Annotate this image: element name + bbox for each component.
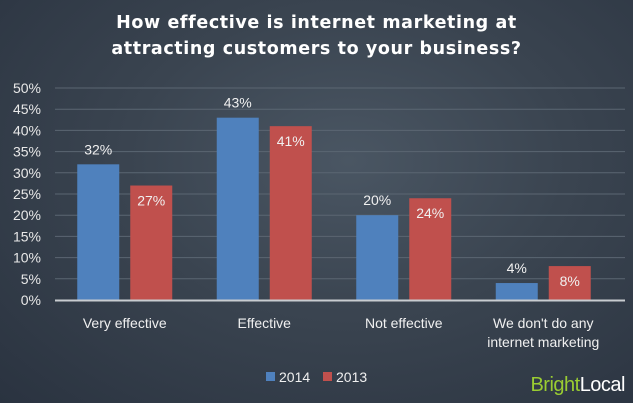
y-tick-label: 20%: [13, 207, 41, 223]
brightlocal-logo: BrightLocal: [530, 374, 625, 396]
legend-label: 2014: [279, 369, 310, 385]
y-tick-label: 50%: [13, 80, 41, 96]
y-tick-label: 25%: [13, 186, 41, 202]
y-tick-label: 35%: [13, 144, 41, 160]
y-tick-label: 45%: [13, 101, 41, 117]
data-label: 41%: [277, 133, 305, 149]
bar-2013: [409, 198, 452, 300]
y-tick-label: 10%: [13, 250, 41, 266]
legend-label: 2013: [336, 369, 367, 385]
legend-swatch-2014: [266, 372, 275, 381]
legend-swatch-2013: [323, 372, 332, 381]
category-label: internet marketing: [487, 334, 599, 350]
y-tick-label: 40%: [13, 122, 41, 138]
y-tick-label: 5%: [21, 271, 41, 287]
data-label: 20%: [363, 192, 391, 208]
bar-2014: [495, 283, 538, 300]
data-label: 4%: [507, 260, 527, 276]
data-label: 27%: [137, 193, 165, 209]
chart-title: How effective is internet marketing at a…: [0, 10, 633, 62]
category-label: Effective: [238, 315, 292, 331]
y-tick-label: 30%: [13, 165, 41, 181]
category-label: Very effective: [83, 315, 167, 331]
bar-2013: [269, 126, 312, 300]
data-label: 8%: [560, 273, 580, 289]
data-label: 24%: [416, 205, 444, 221]
title-line-2: attracting customers to your business?: [111, 39, 522, 59]
bar-2013: [548, 266, 591, 300]
data-label: 32%: [84, 141, 112, 157]
bar-2014: [77, 164, 120, 300]
y-tick-label: 15%: [13, 228, 41, 244]
bar-2013: [130, 185, 173, 300]
bar-2014: [216, 117, 259, 301]
data-label: 43%: [224, 95, 252, 111]
category-label: We don't do any: [493, 315, 593, 331]
y-tick-label: 0%: [21, 292, 41, 308]
bar-2014: [356, 215, 399, 300]
category-label: Not effective: [365, 315, 443, 331]
title-line-1: How effective is internet marketing at: [116, 13, 517, 33]
